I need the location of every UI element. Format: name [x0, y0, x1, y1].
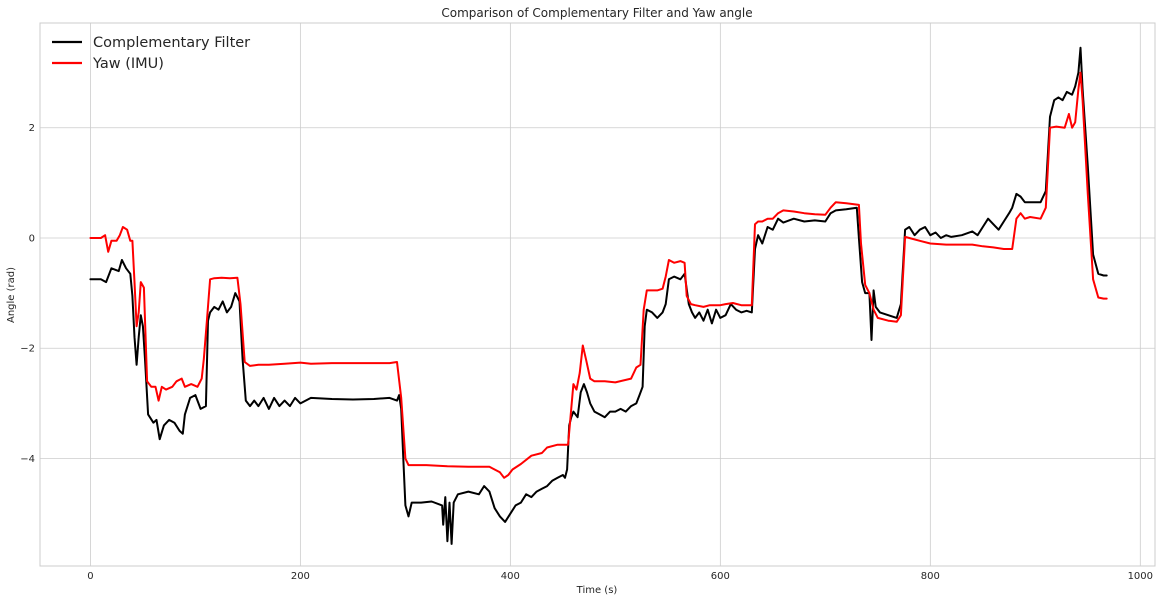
x-tick-label: 400: [501, 571, 520, 582]
legend-label-complementary-filter: Complementary Filter: [93, 35, 250, 51]
series-line-yaw-imu: [89, 71, 1108, 479]
y-tick-labels: −4 −2 0 2: [20, 123, 35, 465]
y-tick-label: −4: [20, 454, 35, 465]
x-tick-label: 0: [87, 571, 93, 582]
legend-label-yaw-imu: Yaw (IMU): [92, 56, 164, 72]
chart-title: Comparison of Complementary Filter and Y…: [441, 6, 752, 20]
x-tick-label: 1000: [1128, 571, 1153, 582]
series-line-complementary-filter: [89, 46, 1108, 545]
plot-area: [39, 22, 1156, 567]
x-axis-label: Time (s): [576, 585, 618, 596]
legend: Complementary Filter Yaw (IMU): [52, 35, 250, 72]
x-tick-labels: 0 200 400 600 800 1000: [87, 571, 1153, 582]
grid-lines: [40, 23, 1155, 566]
series-lines: [89, 46, 1108, 545]
y-tick-label: 2: [29, 123, 35, 134]
y-axis-label: Angle (rad): [6, 267, 17, 323]
x-tick-label: 800: [921, 571, 940, 582]
y-tick-label: 0: [29, 233, 35, 244]
x-tick-label: 200: [291, 571, 310, 582]
x-tick-label: 600: [711, 571, 730, 582]
y-tick-label: −2: [20, 344, 35, 355]
